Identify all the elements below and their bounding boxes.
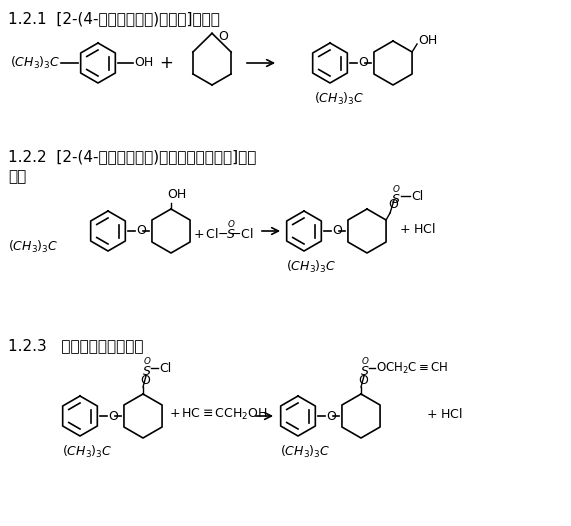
Text: $(CH_3)_3C$: $(CH_3)_3C$ [8, 239, 58, 255]
Text: O: O [332, 225, 342, 238]
Text: O: O [108, 410, 118, 422]
Text: $(CH_3)_3C$: $(CH_3)_3C$ [62, 444, 112, 460]
Text: O: O [388, 198, 398, 211]
Text: $+$ HCl: $+$ HCl [426, 407, 463, 421]
Text: O: O [136, 225, 146, 238]
Text: O: O [358, 373, 368, 387]
Text: $+\,\mathrm{Cl}{-}\!\overset{O}{\underset{}{S}}\!\!{-}\mathrm{Cl}$: $+\,\mathrm{Cl}{-}\!\overset{O}{\underse… [193, 219, 254, 239]
Text: $\overset{O}{S}$: $\overset{O}{S}$ [142, 357, 151, 380]
Text: 1.2.3   孼螨特原药的合成：: 1.2.3 孼螨特原药的合成： [8, 338, 143, 353]
Text: 成：: 成： [8, 169, 26, 184]
Text: O: O [358, 56, 368, 69]
Text: Cl: Cl [411, 189, 423, 203]
Text: $\overset{O}{S}$: $\overset{O}{S}$ [391, 185, 401, 208]
Text: 1.2.1  [2-(4-叙丁基苯氧基)环己醇]的合成: 1.2.1 [2-(4-叙丁基苯氧基)环己醇]的合成 [8, 11, 220, 26]
Text: OH: OH [134, 56, 153, 69]
Text: OH: OH [418, 34, 437, 46]
Text: O: O [326, 410, 336, 422]
Text: O: O [218, 30, 228, 43]
Text: $(CH_3)_3C$: $(CH_3)_3C$ [286, 259, 336, 275]
Text: $\mathrm{OCH_2C{\equiv}CH}$: $\mathrm{OCH_2C{\equiv}CH}$ [376, 360, 448, 376]
Text: $(CH_3)_3C$: $(CH_3)_3C$ [10, 55, 61, 71]
Text: $(CH_3)_3C$: $(CH_3)_3C$ [314, 91, 364, 107]
Text: +: + [159, 54, 173, 72]
Text: $(CH_3)_3C$: $(CH_3)_3C$ [280, 444, 331, 460]
Text: $+$ HCl: $+$ HCl [399, 222, 436, 236]
Text: $+\,\mathrm{HC{\equiv}CCH_2OH}$: $+\,\mathrm{HC{\equiv}CCH_2OH}$ [169, 407, 268, 421]
Text: 1.2.2  [2-(4-叙丁基苯氧基)环己基氯亚硫酸酯]的合: 1.2.2 [2-(4-叙丁基苯氧基)环己基氯亚硫酸酯]的合 [8, 149, 256, 164]
Text: O: O [140, 373, 150, 387]
Text: $\overset{O}{S}$: $\overset{O}{S}$ [360, 357, 369, 380]
Text: OH: OH [167, 188, 186, 201]
Text: Cl: Cl [159, 361, 171, 375]
